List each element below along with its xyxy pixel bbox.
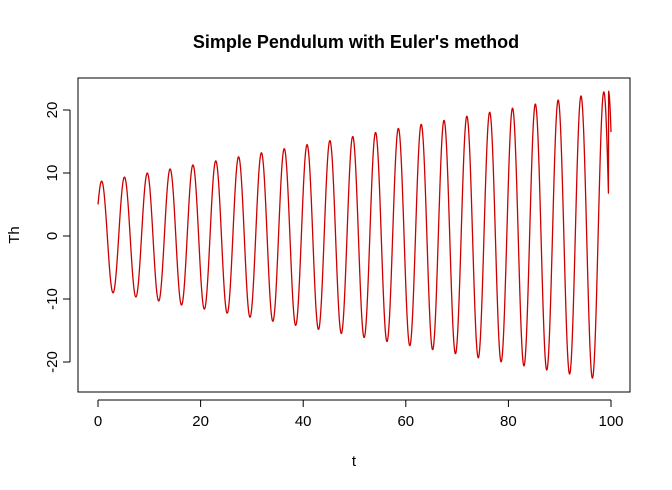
- y-tick-label: 20: [44, 102, 61, 119]
- chart-title: Simple Pendulum with Euler's method: [193, 32, 519, 52]
- y-tick-label: 0: [44, 232, 61, 240]
- x-axis: 0 20 40 60 80 100: [94, 399, 624, 430]
- x-tick-label: 60: [397, 413, 414, 430]
- x-tick-label: 0: [94, 413, 102, 430]
- y-tick-label: 10: [44, 165, 61, 182]
- x-axis-label: t: [352, 453, 357, 470]
- series-theta-line: [97, 90, 612, 379]
- x-tick-label: 40: [295, 413, 312, 430]
- y-axis-label: Th: [6, 226, 23, 244]
- x-tick-label: 100: [598, 413, 623, 430]
- y-axis: -20 -10 0 10 20: [44, 102, 71, 373]
- y-tick-label: -20: [44, 351, 61, 373]
- plot-frame: [77, 77, 631, 393]
- x-tick-label: 20: [192, 413, 209, 430]
- y-tick-label: -10: [44, 288, 61, 310]
- x-tick-label: 80: [500, 413, 517, 430]
